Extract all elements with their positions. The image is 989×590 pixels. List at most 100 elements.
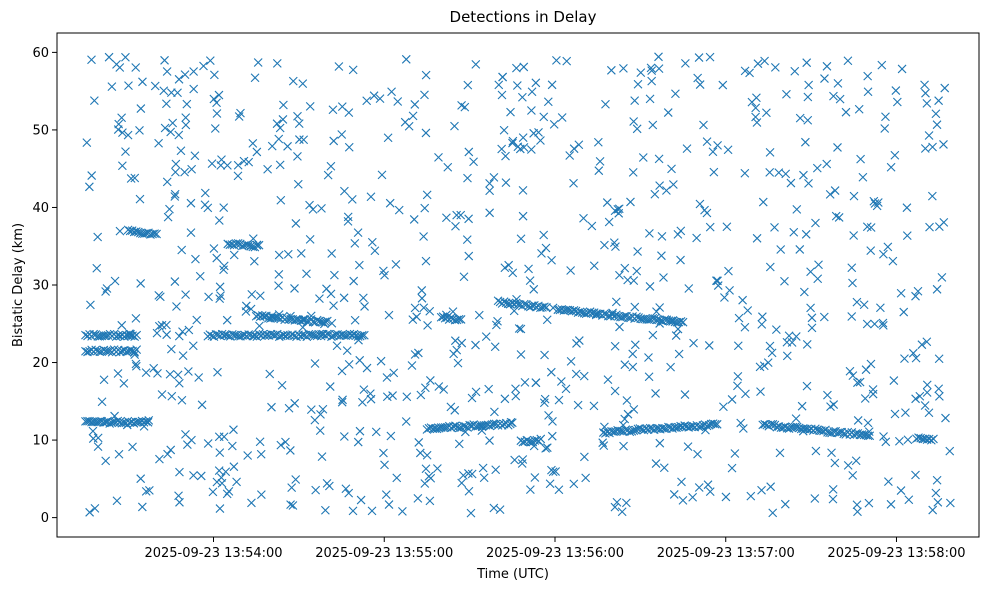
scatter-point	[357, 330, 367, 340]
scatter-point	[450, 336, 460, 346]
scatter-point	[730, 449, 740, 458]
scatter-point	[215, 282, 225, 292]
scatter-point	[937, 272, 947, 282]
scatter-point	[848, 278, 857, 288]
scatter-point	[255, 291, 265, 301]
scatter-point	[212, 98, 221, 108]
scatter-point	[260, 331, 270, 341]
scatter-point	[676, 316, 686, 326]
scatter-point	[174, 74, 184, 84]
scatter-point	[723, 145, 733, 155]
scatter-point	[358, 397, 367, 407]
scatter-point	[490, 407, 499, 417]
scatter-point	[822, 159, 832, 169]
scatter-point	[359, 330, 369, 340]
scatter-point	[215, 448, 225, 458]
y-tick-label: 40	[32, 201, 49, 216]
scatter-point	[342, 346, 352, 355]
scatter-point	[504, 260, 514, 270]
scatter-point	[255, 437, 265, 447]
scatter-point	[825, 189, 835, 199]
scatter-point	[727, 395, 737, 404]
scatter-point	[207, 159, 217, 169]
scatter-point	[833, 78, 843, 88]
scatter-point	[89, 329, 99, 339]
scatter-point	[600, 240, 609, 250]
x-axis-ticks: 2025-09-23 13:54:00 2025-09-23 13:55:00 20…	[144, 537, 966, 561]
scatter-point	[803, 115, 813, 125]
scatter-point	[425, 306, 435, 316]
scatter-point	[589, 401, 599, 411]
scatter-point	[456, 210, 466, 220]
scatter-point	[344, 488, 354, 498]
scatter-point	[408, 315, 418, 324]
scatter-point	[733, 381, 742, 391]
scatter-point	[940, 83, 950, 93]
scatter-point	[813, 274, 823, 284]
scatter-point	[200, 188, 210, 198]
scatter-point	[293, 179, 303, 189]
scatter-point	[928, 142, 937, 152]
scatter-point	[647, 76, 657, 86]
scatter-point	[644, 372, 654, 382]
scatter-point	[182, 99, 192, 109]
scatter-point	[339, 432, 349, 441]
scatter-point	[738, 295, 748, 305]
scatter-point	[758, 197, 768, 207]
scatter-point	[302, 269, 311, 279]
scatter-point	[922, 99, 932, 108]
scatter-point	[311, 485, 321, 495]
scatter-point	[705, 222, 715, 232]
scatter-point	[900, 354, 909, 363]
scatter-point	[424, 471, 434, 481]
scatter-point	[802, 381, 812, 391]
scatter-point	[186, 198, 196, 208]
scatter-point	[233, 160, 243, 170]
scatter-point	[512, 81, 522, 90]
scatter-point	[806, 267, 815, 277]
scatter-point	[381, 490, 391, 500]
scatter-point	[254, 240, 264, 250]
scatter-point	[611, 297, 621, 307]
scatter-point	[680, 390, 690, 399]
scatter-point	[189, 67, 199, 76]
chart-title: Detections in Delay	[450, 8, 597, 26]
scatter-point	[621, 425, 631, 435]
scatter-point	[337, 397, 347, 407]
scatter-point	[657, 231, 667, 241]
scatter-point	[137, 502, 147, 512]
scatter-point	[131, 361, 141, 371]
scatter-point	[325, 382, 335, 391]
scatter-point	[548, 467, 558, 477]
scatter-point	[903, 435, 913, 445]
x-tick-label: 2025-09-23 13:55:00	[315, 546, 453, 561]
scatter-point	[662, 186, 671, 195]
scatter-point	[858, 172, 868, 182]
scatter-point	[153, 368, 162, 378]
scatter-point	[481, 332, 491, 342]
scatter-point	[322, 316, 332, 326]
scatter-point	[197, 400, 207, 410]
scatter-point	[422, 450, 432, 460]
scatter-point	[212, 253, 222, 263]
scatter-point	[489, 503, 499, 513]
scatter-point	[622, 396, 632, 405]
scatter-point	[868, 389, 878, 399]
scatter-point	[543, 97, 553, 107]
scatter-point	[276, 440, 286, 450]
scatter-point	[456, 315, 466, 324]
scatter-point	[519, 142, 529, 152]
scatter-point	[566, 266, 576, 275]
scatter-point	[678, 317, 688, 327]
scatter-point	[141, 487, 151, 496]
scatter-point	[379, 448, 388, 458]
scatter-point	[945, 498, 955, 508]
scatter-point	[539, 230, 549, 240]
scatter-point	[288, 76, 298, 86]
scatter-point	[666, 362, 675, 372]
scatter-point	[547, 431, 557, 441]
scatter-point	[299, 135, 309, 145]
y-tick-label: 20	[32, 356, 49, 371]
scatter-point	[276, 195, 286, 205]
scatter-point	[167, 391, 177, 401]
